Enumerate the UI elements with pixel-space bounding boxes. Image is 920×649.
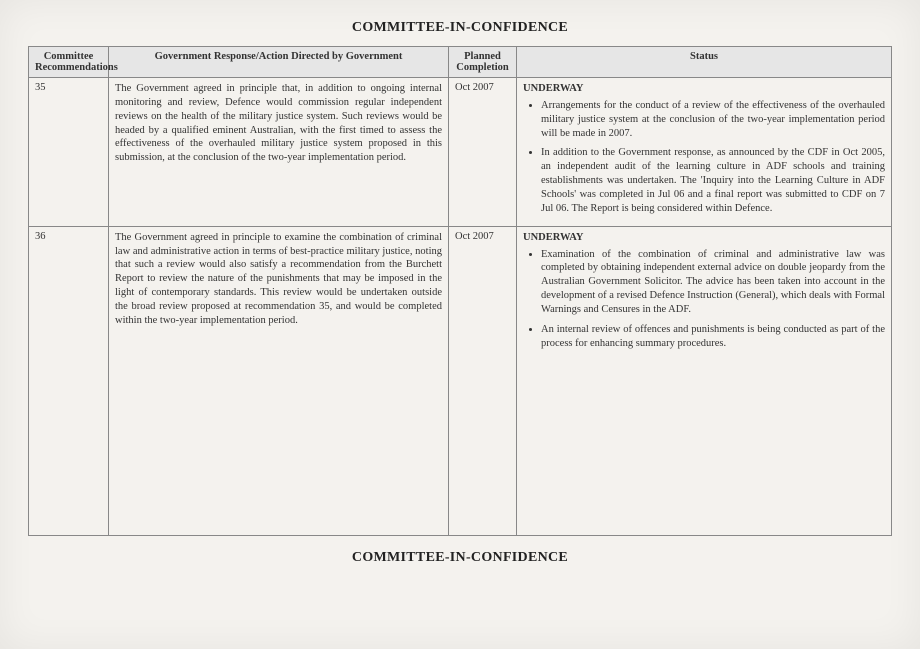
cell-response: The Government agreed in principle that,… <box>109 78 449 227</box>
status-bullet-list: Examination of the combination of crimin… <box>523 248 885 351</box>
cell-status: UNDERWAY Arrangements for the conduct of… <box>517 78 892 227</box>
col-header-planned: Planned Completion <box>449 47 517 78</box>
cell-rec-number: 36 <box>29 226 109 535</box>
status-bullet-list: Arrangements for the conduct of a review… <box>523 99 885 216</box>
cell-planned: Oct 2007 <box>449 226 517 535</box>
classification-header: COMMITTEE-IN-CONFIDENCE <box>28 20 892 36</box>
status-bullet: In addition to the Government response, … <box>541 146 885 215</box>
col-header-recommendations: Committee Recommendations <box>29 47 109 78</box>
classification-footer: COMMITTEE-IN-CONFIDENCE <box>28 550 892 566</box>
col-header-status: Status <box>517 47 892 78</box>
table-row: 35 The Government agreed in principle th… <box>29 78 892 227</box>
document-page: COMMITTEE-IN-CONFIDENCE Committee Recomm… <box>0 0 920 649</box>
status-bullet: An internal review of offences and punis… <box>541 323 885 351</box>
table-row: 36 The Government agreed in principle to… <box>29 226 892 535</box>
status-bullet: Examination of the combination of crimin… <box>541 248 885 317</box>
cell-planned: Oct 2007 <box>449 78 517 227</box>
table-header-row: Committee Recommendations Government Res… <box>29 47 892 78</box>
cell-status: UNDERWAY Examination of the combination … <box>517 226 892 535</box>
cell-response: The Government agreed in principle to ex… <box>109 226 449 535</box>
status-heading: UNDERWAY <box>523 82 885 96</box>
status-bullet: Arrangements for the conduct of a review… <box>541 99 885 141</box>
status-heading: UNDERWAY <box>523 231 885 245</box>
col-header-response: Government Response/Action Directed by G… <box>109 47 449 78</box>
recommendations-table: Committee Recommendations Government Res… <box>28 46 892 536</box>
cell-rec-number: 35 <box>29 78 109 227</box>
